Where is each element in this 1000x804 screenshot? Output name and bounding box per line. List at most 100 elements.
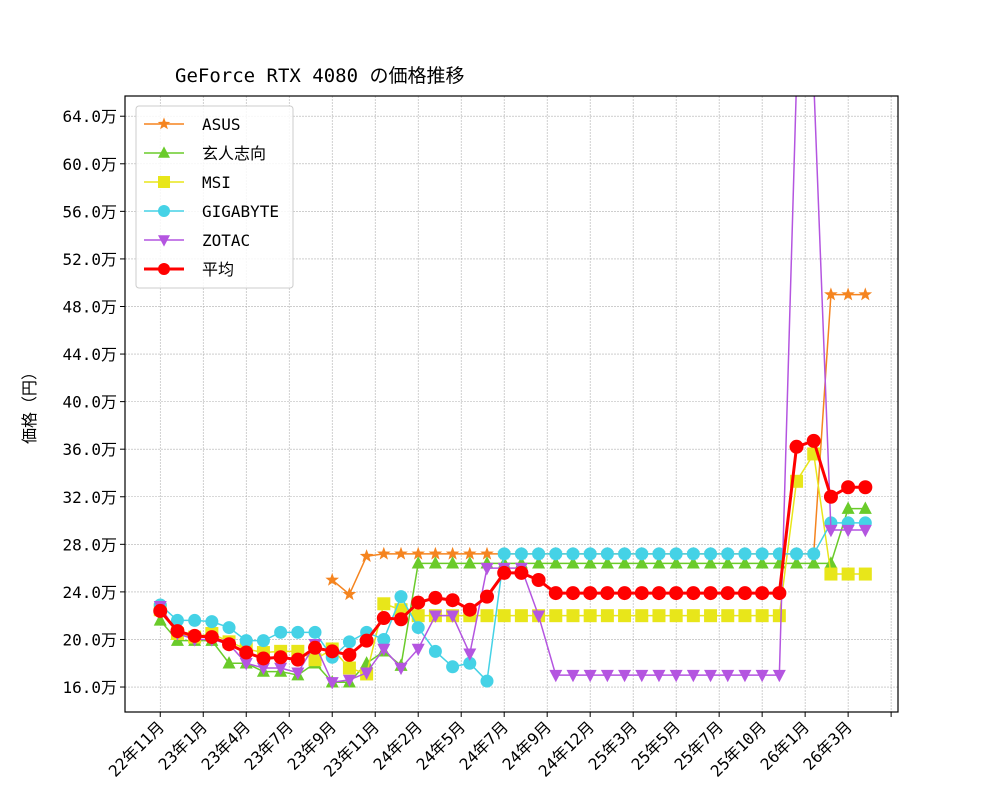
data-point	[187, 628, 202, 643]
data-point	[256, 634, 270, 648]
data-point	[790, 75, 803, 87]
data-point	[669, 556, 683, 569]
data-point	[342, 647, 357, 662]
data-point	[635, 669, 649, 683]
data-point	[308, 625, 322, 639]
data-point	[428, 546, 443, 560]
data-point	[377, 632, 391, 646]
data-point	[445, 593, 460, 608]
y-tick-label: 52.0万	[62, 250, 117, 269]
y-tick-label: 64.0万	[62, 107, 117, 126]
data-point	[308, 653, 322, 667]
data-point	[514, 565, 529, 580]
data-point	[497, 609, 511, 623]
data-point	[548, 586, 563, 601]
data-point	[652, 669, 666, 683]
square-icon	[158, 176, 170, 188]
data-point	[600, 669, 614, 683]
chart-title: GeForce RTX 4080 の価格推移	[175, 65, 464, 87]
data-point	[738, 609, 752, 623]
data-point	[600, 556, 614, 569]
data-point	[273, 650, 288, 665]
data-point	[858, 524, 872, 538]
data-point	[394, 662, 408, 676]
data-point	[583, 547, 597, 561]
y-tick-label: 28.0万	[62, 535, 117, 554]
plot-frame	[124, 95, 899, 713]
data-point	[583, 556, 597, 569]
data-point	[479, 589, 494, 604]
data-point	[841, 524, 855, 538]
data-point	[239, 634, 253, 648]
data-point	[411, 643, 425, 657]
data-point	[188, 613, 202, 627]
data-point	[686, 609, 700, 623]
legend-item: 玄人志向	[144, 144, 266, 163]
data-point	[704, 556, 718, 569]
legend-label: 玄人志向	[202, 144, 266, 163]
x-tick-label: 22年11月	[105, 717, 168, 780]
legend-label: GIGABYTE	[202, 202, 279, 221]
data-point	[446, 610, 460, 623]
data-point	[790, 556, 804, 569]
y-tick-label: 40.0万	[62, 393, 117, 412]
data-point	[618, 609, 632, 623]
data-point	[325, 677, 339, 690]
data-point	[858, 567, 872, 581]
data-point	[360, 656, 374, 669]
legend-item: GIGABYTE	[144, 202, 279, 221]
circle-icon	[158, 205, 170, 217]
data-point	[721, 609, 735, 623]
data-point	[618, 669, 632, 683]
data-point	[239, 658, 253, 671]
data-point	[532, 547, 546, 561]
data-point	[841, 287, 855, 301]
data-point	[755, 556, 769, 569]
data-point	[239, 645, 254, 660]
data-point	[549, 547, 563, 561]
data-point	[686, 586, 701, 601]
data-point	[841, 480, 856, 495]
data-point	[858, 480, 873, 495]
data-point	[807, 547, 821, 561]
data-point	[652, 609, 666, 623]
data-point	[600, 547, 614, 561]
data-point	[480, 546, 494, 560]
data-point	[755, 586, 770, 601]
y-tick-label: 56.0万	[62, 202, 117, 221]
data-point	[153, 613, 167, 626]
data-point	[823, 489, 838, 504]
data-point	[377, 546, 391, 560]
data-point	[652, 547, 666, 561]
y-tick-label: 32.0万	[62, 488, 117, 507]
data-point	[222, 637, 237, 652]
data-point	[583, 609, 597, 623]
data-point	[428, 556, 442, 569]
data-point	[463, 648, 477, 661]
data-point	[462, 602, 477, 617]
data-point	[755, 609, 769, 623]
data-point	[566, 669, 580, 683]
data-point	[170, 613, 184, 627]
y-tick-label: 20.0万	[62, 630, 117, 649]
data-point	[531, 573, 546, 587]
legend: ASUS 玄人志向 MSI GIGABYTE ZOTAC 平均	[135, 105, 294, 289]
data-point	[669, 669, 683, 683]
data-point	[428, 610, 442, 623]
data-point	[411, 546, 425, 560]
data-point	[583, 669, 597, 683]
data-point	[669, 586, 684, 601]
data-point	[617, 586, 632, 601]
data-point	[772, 586, 787, 601]
data-point	[376, 611, 391, 626]
series-平均	[153, 433, 873, 667]
y-axis-label: 価格（円）	[20, 364, 39, 444]
data-point	[394, 612, 409, 627]
data-point	[738, 547, 752, 561]
data-point	[807, 556, 821, 569]
legend-box	[135, 105, 294, 289]
data-point	[274, 662, 288, 676]
legend-item: MSI	[144, 173, 231, 192]
data-point	[686, 556, 700, 569]
